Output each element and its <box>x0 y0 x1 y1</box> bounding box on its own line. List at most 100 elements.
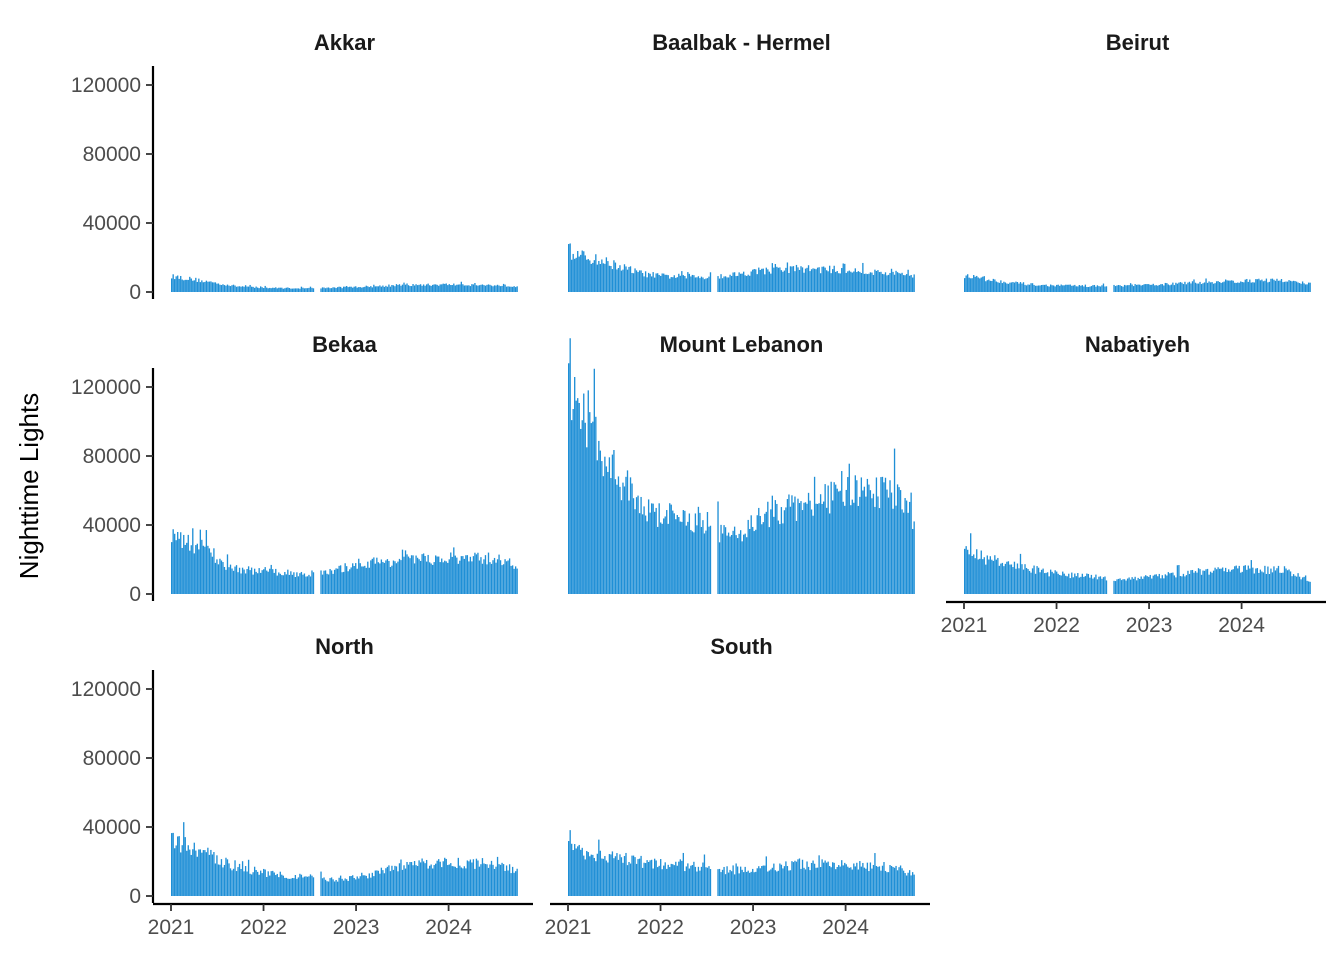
bar <box>347 880 349 896</box>
bar <box>967 549 969 594</box>
bar <box>1259 569 1262 594</box>
bar <box>1031 568 1034 594</box>
bar <box>392 560 395 594</box>
bar <box>1304 575 1307 594</box>
x-tick-label: 2024 <box>822 916 869 939</box>
bar <box>398 558 401 594</box>
bar <box>1060 575 1062 594</box>
bar <box>222 284 224 292</box>
bar <box>676 277 678 292</box>
bar <box>456 557 458 594</box>
bar <box>777 870 780 896</box>
bar <box>483 559 485 594</box>
bar <box>1125 285 1127 292</box>
bar <box>657 867 659 896</box>
bar <box>371 558 373 594</box>
bar <box>489 562 491 594</box>
bar <box>1037 567 1040 594</box>
bar <box>462 556 464 594</box>
bar <box>192 849 194 896</box>
bar <box>690 865 692 896</box>
bar <box>892 508 894 594</box>
bar <box>463 866 466 896</box>
bar <box>629 863 632 896</box>
x-tick-label: 2023 <box>333 916 380 939</box>
bar <box>581 847 583 896</box>
bar <box>192 280 194 292</box>
bar <box>907 269 909 292</box>
bar <box>755 269 757 292</box>
bar <box>771 263 773 292</box>
bar <box>484 555 487 594</box>
y-tick-label: 120000 <box>71 74 141 97</box>
bar <box>733 272 736 292</box>
bar <box>204 281 206 292</box>
bar <box>705 278 707 292</box>
bar <box>1182 284 1185 292</box>
bar <box>895 505 897 594</box>
bar <box>970 278 972 292</box>
bar <box>762 522 764 594</box>
bar <box>643 506 645 594</box>
bar <box>1208 574 1210 594</box>
bar <box>797 859 799 896</box>
bar <box>705 867 707 896</box>
bar <box>800 868 802 896</box>
bar <box>237 867 239 896</box>
bar <box>302 574 304 594</box>
bar <box>871 868 873 896</box>
bar <box>1161 284 1163 292</box>
bar <box>282 575 284 594</box>
bar <box>1007 561 1010 594</box>
bar <box>613 260 615 292</box>
bar <box>287 287 289 292</box>
bar <box>911 528 914 594</box>
bar <box>217 564 220 594</box>
bar <box>771 867 773 896</box>
bar <box>266 287 268 292</box>
bar <box>709 525 712 594</box>
bar <box>344 286 346 292</box>
bar <box>232 284 235 292</box>
bar <box>768 527 770 594</box>
bar <box>580 254 582 292</box>
bar <box>486 564 488 594</box>
bar <box>1056 284 1058 292</box>
bar <box>1057 573 1059 594</box>
bar <box>1261 279 1263 292</box>
bar <box>877 496 879 594</box>
bar <box>174 533 176 594</box>
x-tick-label: 2024 <box>1218 614 1265 637</box>
bar <box>243 286 245 292</box>
bar <box>320 570 322 594</box>
bar <box>1246 569 1248 594</box>
bar <box>601 858 603 896</box>
bar <box>809 271 811 292</box>
bar <box>410 862 413 896</box>
bar <box>908 870 911 896</box>
bar <box>641 514 644 594</box>
bar <box>1258 278 1260 292</box>
bar <box>228 285 230 292</box>
bar <box>1277 565 1280 594</box>
bar <box>824 484 826 594</box>
bar <box>816 503 819 594</box>
bar <box>234 566 236 594</box>
bar <box>1282 282 1284 292</box>
bar <box>584 255 586 292</box>
y-tick-label: 80000 <box>83 747 141 770</box>
bar <box>877 270 879 292</box>
bar <box>1218 568 1221 594</box>
bar <box>1027 569 1029 594</box>
bar <box>1280 572 1283 594</box>
bar <box>832 862 834 896</box>
bar <box>504 284 506 292</box>
bar <box>575 257 577 292</box>
bar <box>842 263 844 292</box>
bar <box>267 288 269 292</box>
bar <box>447 562 449 594</box>
bar <box>744 866 746 896</box>
bar <box>596 264 598 292</box>
